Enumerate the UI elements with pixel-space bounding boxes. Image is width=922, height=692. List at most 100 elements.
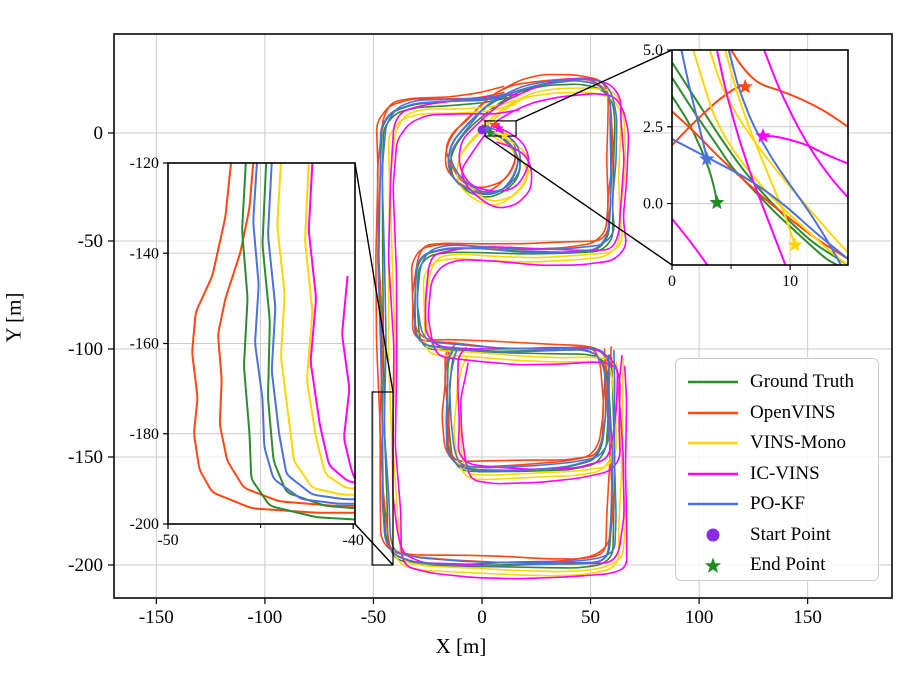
inset-tick-label: -40 (342, 532, 363, 549)
y-tick-label: -100 (68, 339, 103, 360)
inset-tick-label: 0.0 (643, 196, 663, 213)
trajectory-ground-truth (416, 83, 616, 473)
inset-tick-label: -200 (130, 516, 159, 533)
legend-item-start-point: Start Point (684, 520, 878, 551)
legend-item-ic-vins: IC-VINS (684, 459, 878, 490)
inset-tick-label: -120 (130, 155, 159, 172)
start-end-markers (477, 119, 510, 141)
trajectory-openvins (411, 73, 614, 463)
inset-right-line-openvins (672, 110, 848, 260)
inset-left-line-po-kf (252, 163, 355, 505)
end-point-star-inset (699, 151, 715, 166)
inset-left-line-ic-vins (341, 275, 355, 480)
x-tick-label: 0 (477, 607, 487, 628)
inset-right-line-vins-mono (724, 50, 796, 246)
trajectory-ground-truth (414, 79, 613, 472)
trajectory-po-kf (413, 80, 612, 472)
y-axis-label: Y [m] (1, 292, 26, 343)
zoom-callouts (354, 49, 673, 566)
legend-item-ground-truth: Ground Truth (684, 367, 878, 398)
start-point-icon (684, 526, 742, 544)
callout-line (484, 135, 673, 266)
inset-left-line-ground-truth (261, 163, 355, 510)
inset-right-frame (671, 49, 849, 266)
legend-label: Start Point (750, 523, 831, 545)
inset-tick-label: -50 (157, 532, 178, 549)
inset-right: 0.0 2.5 5.0 0 10 (643, 42, 849, 290)
trajectory-openvins (376, 85, 614, 560)
trajectory-ic-vins (427, 93, 630, 485)
axes-frame (113, 33, 893, 599)
inset-left-line-vins-mono (276, 163, 355, 496)
legend-line-swatch (684, 410, 742, 416)
trajectories (375, 73, 630, 580)
trajectory-ground-truth (381, 96, 616, 569)
legend-label: VINS-Mono (750, 432, 847, 454)
inset-left-line-ic-vins (307, 163, 355, 484)
inset-tick-label: 2.5 (643, 119, 663, 136)
legend-label: OpenVINS (750, 401, 836, 423)
legend: Ground Truth OpenVINS VINS-Mono IC-VINS PO-K… (675, 358, 879, 581)
inset-left: -120 -140 -160 -180 -200-50 -40 (130, 155, 364, 549)
start-point-marker (477, 125, 487, 135)
legend-label: End Point (750, 554, 826, 576)
legend-label: Ground Truth (750, 371, 854, 393)
legend-item-end-point: End Point (684, 550, 878, 581)
x-tick-label: 100 (685, 607, 714, 628)
trajectory-ic-vins (424, 77, 625, 470)
trajectory-po-kf (416, 78, 618, 469)
x-tick-label: -50 (361, 607, 386, 628)
inset-left-line-vins-mono (304, 163, 355, 490)
inset-right-line-ic-vins (715, 50, 787, 265)
inset-tick-label: 0 (668, 273, 676, 290)
inset-tick-label: 10 (782, 273, 798, 290)
inset-right-line-ic-vins (763, 50, 848, 199)
trajectory-openvins (375, 91, 611, 564)
x-axis-label: X [m] (435, 634, 487, 658)
inset-left-line-po-kf (267, 163, 355, 501)
y-tick-label: 0 (94, 123, 104, 144)
trajectory-po-kf (381, 92, 617, 564)
end-point-star-inset (709, 194, 725, 210)
end-point-star (493, 122, 504, 133)
end-point-star-icon (684, 555, 742, 575)
x-tick-label: -150 (139, 607, 174, 628)
legend-item-openvins: OpenVINS (684, 398, 878, 429)
callout-line (354, 162, 394, 393)
y-tick-label: -150 (68, 447, 103, 468)
inset-tick-label: 5.0 (643, 42, 663, 59)
trajectory-ic-vins (392, 109, 628, 580)
inset-right-line-po-kf (680, 50, 708, 160)
legend-line-swatch (684, 471, 742, 477)
legend-label: PO-KF (750, 493, 805, 515)
inset-left-lines (191, 163, 355, 521)
inset-right-line-ic-vins (763, 135, 848, 165)
inset-left-line-openvins (217, 163, 355, 507)
end-point-star (485, 127, 496, 138)
y-tick-label: -200 (68, 555, 103, 576)
trajectory-ic-vins (387, 93, 625, 566)
inset-left-line-ground-truth (241, 163, 355, 521)
inset-left-line-openvins (191, 163, 355, 514)
inset-tick-label: -180 (130, 426, 159, 443)
inset-right-line-po-kf (727, 50, 842, 265)
end-point-star-inset (787, 237, 803, 252)
end-point-star (499, 130, 510, 141)
plot-border (113, 33, 893, 599)
legend-line-swatch (684, 379, 742, 385)
legend-item-vins-mono: VINS-Mono (684, 428, 878, 459)
inset-right-line-ic-vins (672, 218, 709, 265)
end-point-star (483, 124, 494, 135)
x-tick-label: 50 (581, 607, 600, 628)
end-point-star-inset (737, 78, 753, 94)
inset-tick-label: -140 (130, 245, 159, 262)
inset-right-line-openvins (730, 50, 848, 128)
callout-line (354, 523, 394, 566)
legend-item-po-kf: PO-KF (684, 489, 878, 520)
end-point-star-inset (755, 128, 771, 143)
x-tick-label: -100 (247, 607, 282, 628)
zoom-region-left (371, 391, 394, 566)
